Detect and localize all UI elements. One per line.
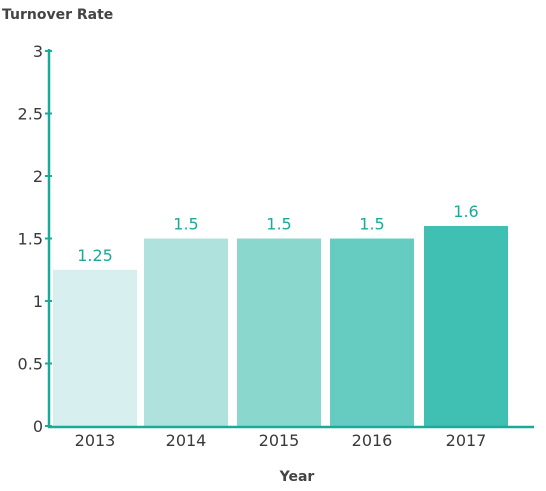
x-axis-title: Year — [279, 469, 315, 485]
y-axis-title: Turnover Rate — [2, 7, 113, 23]
x-tick-label-2015: 2015 — [259, 431, 300, 450]
data-label-2016: 1.5 — [359, 215, 384, 234]
data-labels: 1.25 1.5 1.5 1.5 1.6 — [77, 202, 479, 265]
x-tick-label-2014: 2014 — [166, 431, 207, 450]
y-axis-ticks: 0 0.5 1 1.5 2 2.5 3 — [18, 42, 52, 436]
bar-2014 — [144, 238, 228, 426]
y-tick-label: 1 — [33, 292, 43, 311]
y-tick-label: 3 — [33, 42, 43, 61]
bar-2015 — [237, 238, 321, 426]
y-tick-label: 2 — [33, 167, 43, 186]
data-label-2015: 1.5 — [266, 215, 291, 234]
data-label-2013: 1.25 — [77, 246, 113, 265]
y-tick-label: 0 — [33, 417, 43, 436]
bar-2013 — [53, 269, 137, 426]
y-tick-label: 1.5 — [18, 230, 43, 249]
data-label-2014: 1.5 — [173, 215, 198, 234]
data-label-2017: 1.6 — [453, 202, 478, 221]
y-tick-label: 2.5 — [18, 105, 43, 124]
y-tick-label: 0.5 — [18, 355, 43, 374]
x-axis-tick-labels: 2013 2014 2015 2016 2017 — [75, 431, 487, 450]
bars — [53, 226, 508, 426]
bar-2017 — [424, 226, 508, 426]
x-tick-label-2016: 2016 — [352, 431, 393, 450]
bar-2016 — [330, 238, 414, 426]
x-tick-label-2013: 2013 — [75, 431, 116, 450]
x-tick-label-2017: 2017 — [446, 431, 487, 450]
